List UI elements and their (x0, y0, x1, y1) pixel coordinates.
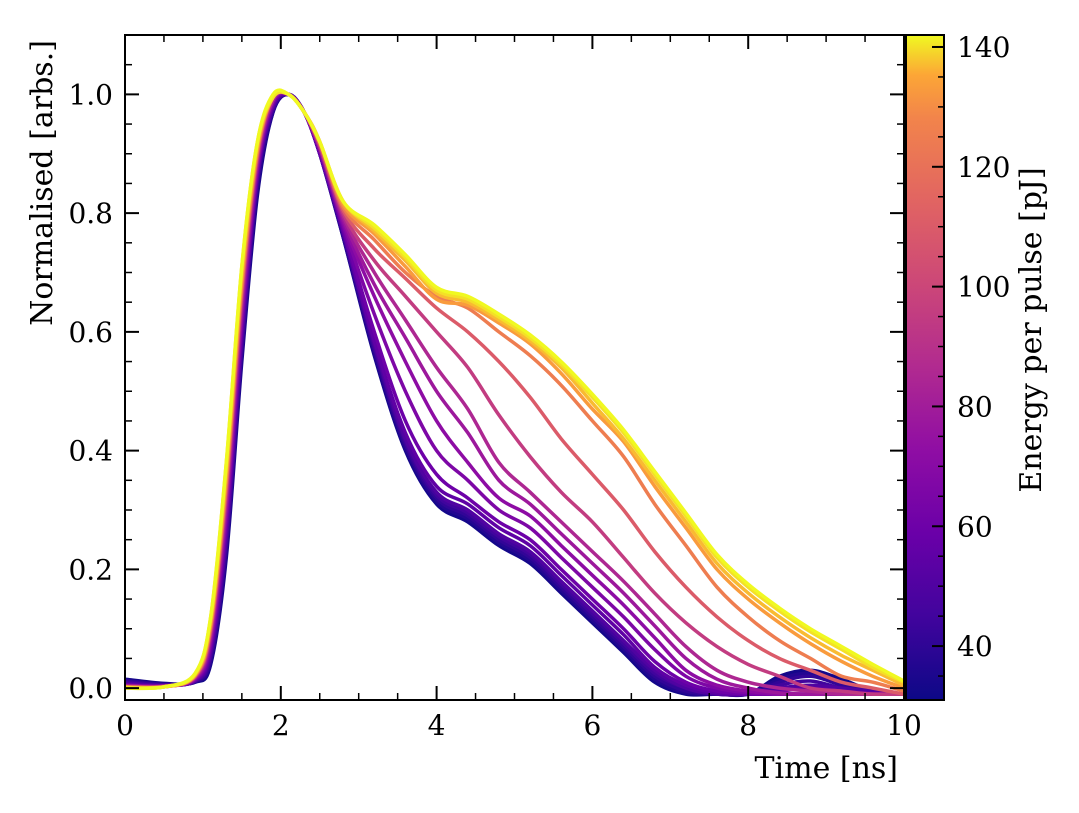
series-line (125, 92, 904, 697)
series-line (125, 89, 904, 697)
colorbar-tick-layer: 40 60 80 100 120 140 (932, 31, 1010, 677)
colorbar (905, 34, 945, 701)
series-line (125, 89, 904, 690)
tick-layer: 0 2 4 6 8 10 0.0 0.2 0.4 0.6 0.8 1.0 (68, 35, 922, 742)
series-line (125, 88, 904, 691)
x-tick-label: 2 (272, 709, 290, 742)
x-tick-label: 10 (886, 709, 922, 742)
x-axis-label: Time [ns] (755, 751, 898, 786)
series-line (125, 89, 904, 693)
colorbar-tick-label: 60 (957, 510, 993, 543)
colorbar-tick-label: 100 (957, 271, 1010, 304)
colorbar-tick-label: 140 (957, 31, 1010, 64)
series-line (125, 90, 904, 697)
series-line (125, 92, 904, 696)
series-line (125, 92, 904, 697)
x-tick-label: 0 (116, 709, 134, 742)
series-line (125, 92, 904, 697)
x-tick-label: 8 (739, 709, 757, 742)
series-line (125, 90, 904, 696)
colorbar-tick-label: 80 (957, 390, 993, 423)
y-tick-label: 0.6 (68, 316, 113, 349)
series-line (125, 92, 904, 698)
series-line (125, 90, 904, 697)
y-axis-label: Normalised [arbs.] (25, 40, 60, 326)
series-line (125, 92, 904, 697)
colorbar-tick-label: 120 (957, 151, 1010, 184)
y-tick-label: 0.8 (68, 197, 113, 230)
colorbar-label: Energy per pulse [pJ] (1014, 167, 1049, 492)
series-line (125, 90, 904, 690)
y-tick-label: 0.2 (68, 553, 113, 586)
x-tick-label: 4 (428, 709, 446, 742)
y-tick-label: 0.0 (68, 672, 113, 705)
series-line (125, 91, 904, 697)
x-tick-label: 6 (583, 709, 601, 742)
series-layer (125, 88, 904, 698)
series-line (125, 90, 904, 691)
series-line (125, 91, 904, 696)
y-tick-label: 0.4 (68, 435, 113, 468)
series-line (125, 89, 904, 696)
y-tick-label: 1.0 (68, 78, 113, 111)
colorbar-tick-label: 40 (957, 630, 993, 663)
